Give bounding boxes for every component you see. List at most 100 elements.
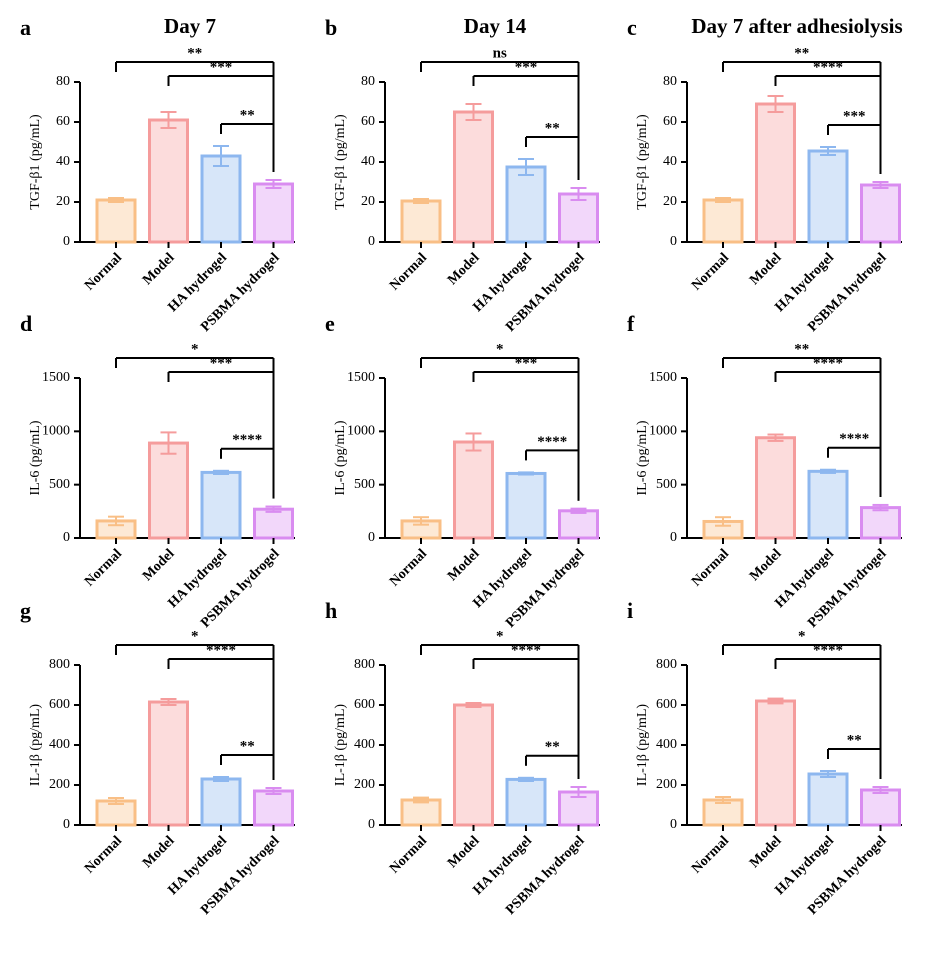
bar <box>400 798 442 827</box>
y-tick-label: 0 <box>63 530 70 545</box>
bar <box>200 154 242 244</box>
y-tick-label: 0 <box>670 530 677 545</box>
y-axis-label: IL-6 (pg/mL) <box>635 420 650 495</box>
bar <box>253 789 294 827</box>
error-bar <box>570 187 587 201</box>
error-bar <box>465 432 482 452</box>
y-tick-label: 60 <box>56 114 70 129</box>
bar <box>755 102 796 244</box>
y-tick-label: 200 <box>656 777 677 792</box>
bar <box>148 118 189 244</box>
error-bar <box>767 95 784 113</box>
y-tick-label: 20 <box>56 194 70 209</box>
bar <box>253 507 294 540</box>
error-bar <box>108 797 124 805</box>
y-tick-label: 800 <box>49 657 70 672</box>
error-bar <box>108 197 124 203</box>
y-tick-label: 0 <box>63 234 70 249</box>
error-bar <box>265 787 282 795</box>
y-tick-label: 1500 <box>42 370 70 385</box>
error-bar <box>265 179 282 189</box>
y-tick-label: 40 <box>56 154 70 169</box>
error-bar <box>570 786 587 798</box>
bar <box>505 471 547 540</box>
error-bar <box>108 515 124 527</box>
sig-label: *** <box>210 59 233 75</box>
sig-label: *** <box>515 355 538 371</box>
sig-label: * <box>798 628 806 644</box>
error-bar <box>213 145 229 167</box>
x-tick-label: Normal <box>387 833 430 876</box>
panel-label: c <box>627 15 637 40</box>
y-tick-label: 1500 <box>347 370 375 385</box>
y-tick-label: 400 <box>354 737 375 752</box>
bar <box>807 772 849 827</box>
error-bar <box>413 796 429 804</box>
sig-label: ** <box>847 732 862 748</box>
sig-label: **** <box>537 434 567 450</box>
sig-label: ** <box>240 738 255 754</box>
sig-label: **** <box>839 431 869 447</box>
error-bar <box>465 103 482 121</box>
error-bar <box>160 431 177 455</box>
bar <box>453 703 494 827</box>
y-tick-label: 400 <box>49 737 70 752</box>
y-axis-label: IL-1β (pg/mL) <box>28 704 43 786</box>
bar <box>200 777 242 827</box>
x-tick-label: Model <box>445 833 483 871</box>
panel-label: h <box>325 598 337 623</box>
x-tick-label: Normal <box>82 546 125 589</box>
y-tick-label: 400 <box>656 737 677 752</box>
y-tick-label: 1500 <box>649 370 677 385</box>
y-tick-label: 60 <box>663 114 677 129</box>
error-bar <box>518 776 534 782</box>
y-tick-label: 0 <box>368 530 375 545</box>
sig-label: ns <box>493 45 507 61</box>
error-bar <box>820 146 836 156</box>
y-tick-label: 20 <box>663 194 677 209</box>
sig-label: *** <box>843 108 866 124</box>
y-tick-label: 0 <box>368 817 375 832</box>
y-tick-label: 600 <box>354 697 375 712</box>
sig-label: **** <box>813 642 843 658</box>
error-bar <box>715 516 731 527</box>
y-tick-label: 80 <box>361 74 375 89</box>
y-axis-label: TGF-β1 (pg/mL) <box>333 114 348 210</box>
sig-label: **** <box>813 59 843 75</box>
y-tick-label: 20 <box>361 194 375 209</box>
bar <box>453 440 494 540</box>
bar <box>148 441 189 540</box>
y-tick-label: 600 <box>49 697 70 712</box>
panel-label: d <box>20 311 32 336</box>
y-axis-label: TGF-β1 (pg/mL) <box>635 114 650 210</box>
y-tick-label: 500 <box>354 477 375 492</box>
x-tick-label: Normal <box>689 250 732 293</box>
error-bar <box>767 697 784 705</box>
sig-label: **** <box>206 642 236 658</box>
error-bar <box>213 469 229 475</box>
bar <box>505 777 547 827</box>
sig-label: * <box>191 628 199 644</box>
x-tick-label: Model <box>747 250 785 288</box>
error-bar <box>872 786 889 794</box>
sig-label: ** <box>240 107 255 123</box>
bar <box>558 509 599 540</box>
bar <box>755 699 796 827</box>
bar <box>558 192 599 244</box>
sig-label: ** <box>545 739 560 755</box>
panel-label: e <box>325 311 335 336</box>
panel-label: b <box>325 15 337 40</box>
x-tick-label: Normal <box>689 833 732 876</box>
bar <box>453 110 494 244</box>
sig-label: *** <box>515 59 538 75</box>
sig-label: * <box>496 628 504 644</box>
error-bar <box>213 776 229 782</box>
y-tick-label: 800 <box>656 657 677 672</box>
y-axis-label: IL-6 (pg/mL) <box>333 420 348 495</box>
y-tick-label: 200 <box>354 777 375 792</box>
y-axis-label: IL-6 (pg/mL) <box>28 420 43 495</box>
chart-title: Day 14 <box>464 14 527 38</box>
error-bar <box>820 770 836 778</box>
error-bar <box>465 702 482 708</box>
sig-label: **** <box>511 642 541 658</box>
